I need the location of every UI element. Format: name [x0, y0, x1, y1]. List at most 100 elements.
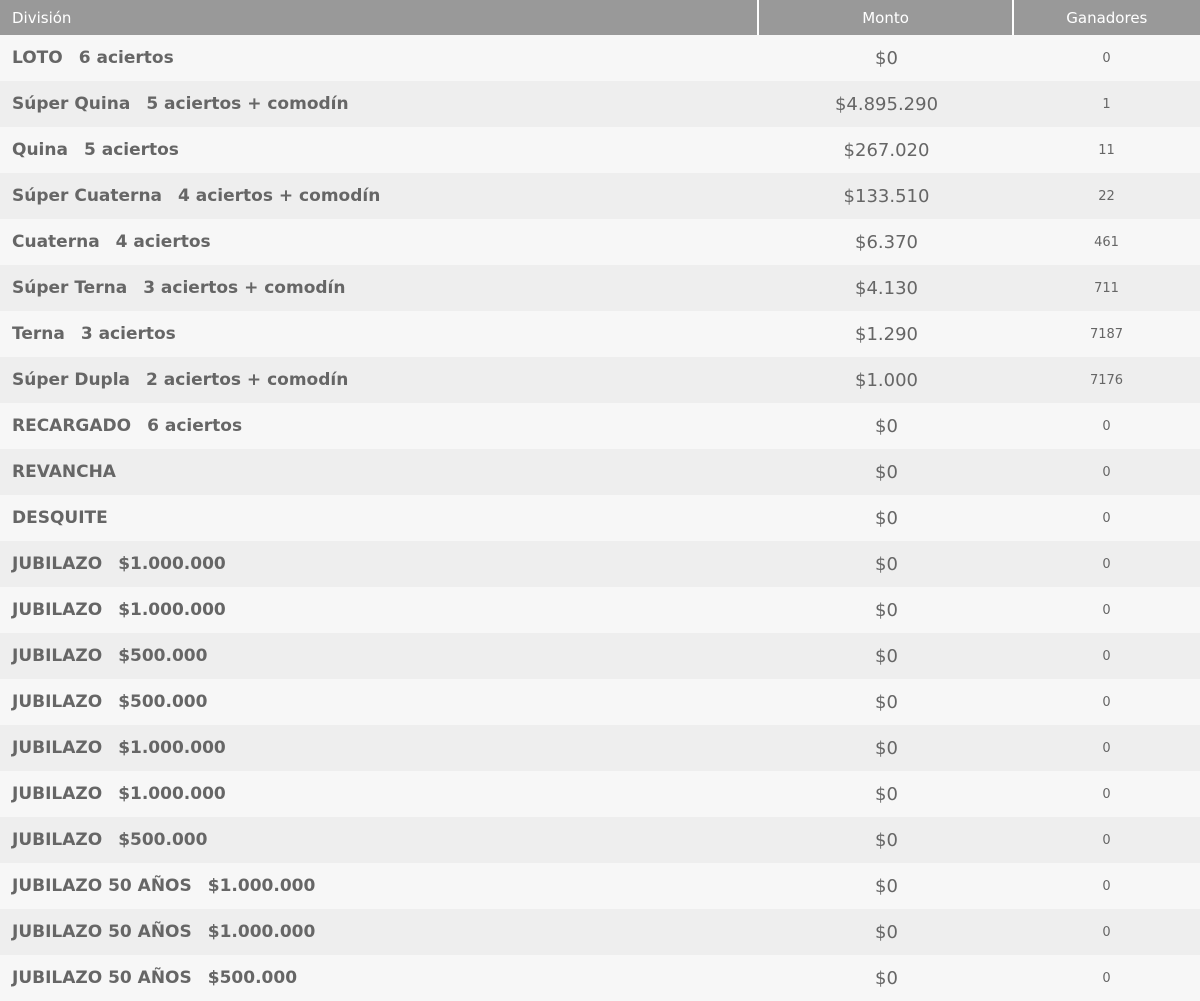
division-cell: Súper Terna 3 aciertos + comodín [0, 278, 760, 298]
division-name: JUBILAZO [12, 600, 103, 620]
division-name: Cuaterna [12, 232, 100, 252]
division-name: Quina [12, 140, 68, 160]
division-name: JUBILAZO [12, 646, 103, 666]
division-detail: 3 aciertos + comodín [143, 278, 346, 298]
division-detail: $500.000 [118, 646, 208, 666]
monto-cell: $4.130 [855, 277, 918, 299]
division-detail: $1.000.000 [118, 600, 226, 620]
division-name: Súper Quina [12, 94, 131, 114]
ganadores-cell: 22 [1098, 188, 1115, 204]
division-detail: 6 aciertos [147, 416, 243, 436]
division-cell: Súper Cuaterna 4 aciertos + comodín [0, 186, 760, 206]
monto-cell: $0 [875, 875, 898, 897]
division-cell: RECARGADO 6 aciertos [0, 416, 760, 436]
ganadores-cell: 0 [1102, 924, 1111, 940]
table-row: JUBILAZO $500.000 $0 0 [0, 633, 1200, 679]
monto-cell: $0 [875, 461, 898, 483]
division-detail: $500.000 [118, 830, 208, 850]
division-detail: $1.000.000 [118, 738, 226, 758]
monto-cell: $0 [875, 507, 898, 529]
header-cell: Ganadores [1066, 8, 1148, 27]
table-row: JUBILAZO 50 AÑOS $1.000.000 $0 0 [0, 909, 1200, 955]
division-name: JUBILAZO [12, 830, 103, 850]
division-cell: JUBILAZO $500.000 [0, 646, 760, 666]
ganadores-cell: 0 [1102, 556, 1111, 572]
division-detail: 4 aciertos + comodín [178, 186, 381, 206]
division-detail: $1.000.000 [118, 784, 226, 804]
division-detail: $1.000.000 [207, 922, 316, 942]
table-row: Quina 5 aciertos $267.020 11 [0, 127, 1200, 173]
table-row: RECARGADO 6 aciertos $0 0 [0, 403, 1200, 449]
table-row: JUBILAZO $1.000.000 $0 0 [0, 725, 1200, 771]
ganadores-cell: 0 [1102, 740, 1111, 756]
division-detail: $1.000.000 [207, 876, 316, 896]
division-name: Súper Dupla [12, 370, 131, 390]
table-row: Súper Cuaterna 4 aciertos + comodín $133.5… [0, 173, 1200, 219]
division-detail: $500.000 [207, 968, 298, 988]
table-row: JUBILAZO $1.000.000 $0 0 [0, 541, 1200, 587]
ganadores-cell: 0 [1102, 648, 1111, 664]
division-cell: JUBILAZO 50 AÑOS $1.000.000 [0, 876, 760, 896]
division-cell: LOTO 6 aciertos [0, 48, 760, 68]
division-cell: JUBILAZO $1.000.000 [0, 738, 760, 758]
division-name: JUBILAZO 50 AÑOS [12, 876, 192, 896]
ganadores-cell: 0 [1102, 786, 1111, 802]
monto-cell: $267.020 [843, 139, 930, 161]
division-cell: Cuaterna 4 aciertos [0, 232, 760, 252]
division-name: Súper Cuaterna [12, 186, 163, 206]
ganadores-cell: 0 [1102, 878, 1111, 894]
division-detail: 5 aciertos + comodín [146, 94, 349, 114]
monto-cell: $6.370 [855, 231, 918, 253]
division-cell: JUBILAZO $500.000 [0, 692, 760, 712]
division-detail: 5 aciertos [83, 140, 179, 160]
monto-cell: $133.510 [843, 185, 930, 207]
ganadores-cell: 711 [1094, 280, 1119, 296]
monto-cell: $0 [875, 783, 898, 805]
division-cell: JUBILAZO 50 AÑOS $500.000 [0, 968, 760, 988]
table-row: JUBILAZO 50 AÑOS $500.000 $0 0 [0, 955, 1200, 1001]
division-name: Súper Terna [12, 278, 128, 298]
division-cell: Quina 5 aciertos [0, 140, 760, 160]
header-cell: Monto [757, 0, 1014, 35]
table-row: Terna 3 aciertos $1.290 7187 [0, 311, 1200, 357]
division-name: JUBILAZO [12, 738, 103, 758]
division-name: JUBILAZO [12, 554, 103, 574]
table-row: LOTO 6 aciertos $0 0 [0, 35, 1200, 81]
ganadores-cell: 0 [1102, 510, 1111, 526]
division-detail: 2 aciertos + comodín [146, 370, 349, 390]
table-row: JUBILAZO $1.000.000 $0 0 [0, 771, 1200, 817]
monto-cell: $0 [875, 599, 898, 621]
table-row: JUBILAZO $1.000.000 $0 0 [0, 587, 1200, 633]
ganadores-cell: 0 [1102, 832, 1111, 848]
ganadores-cell: 0 [1102, 694, 1111, 710]
ganadores-cell: 1 [1102, 96, 1111, 112]
table-row: Súper Dupla 2 aciertos + comodín $1.000 717… [0, 357, 1200, 403]
monto-cell: $1.290 [855, 323, 918, 345]
monto-cell: $0 [875, 47, 898, 69]
division-cell: Súper Quina 5 aciertos + comodín [0, 94, 760, 114]
monto-cell: $0 [875, 737, 898, 759]
ganadores-cell: 0 [1102, 418, 1111, 434]
monto-cell: $0 [875, 829, 898, 851]
ganadores-cell: 7176 [1089, 372, 1124, 388]
ganadores-cell: 7187 [1089, 326, 1124, 342]
table-row: Súper Terna 3 aciertos + comodín $4.130 711 [0, 265, 1200, 311]
monto-cell: $0 [875, 967, 898, 989]
table-row: JUBILAZO $500.000 $0 0 [0, 817, 1200, 863]
table-row: Súper Quina 5 aciertos + comodín $4.895.29… [0, 81, 1200, 127]
division-name: Terna [12, 324, 65, 344]
table-row: Cuaterna 4 aciertos $6.370 461 [0, 219, 1200, 265]
division-cell: JUBILAZO $500.000 [0, 830, 760, 850]
division-detail: 4 aciertos [115, 232, 211, 252]
ganadores-cell: 0 [1102, 464, 1111, 480]
division-cell: Terna 3 aciertos [0, 324, 760, 344]
monto-cell: $0 [875, 921, 898, 943]
division-name: DESQUITE [12, 508, 108, 528]
monto-cell: $0 [875, 691, 898, 713]
table-row: JUBILAZO 50 AÑOS $1.000.000 $0 0 [0, 863, 1200, 909]
monto-cell: $0 [875, 645, 898, 667]
division-cell: JUBILAZO $1.000.000 [0, 554, 760, 574]
ganadores-cell: 461 [1094, 234, 1119, 250]
header-cell: División [12, 8, 72, 27]
